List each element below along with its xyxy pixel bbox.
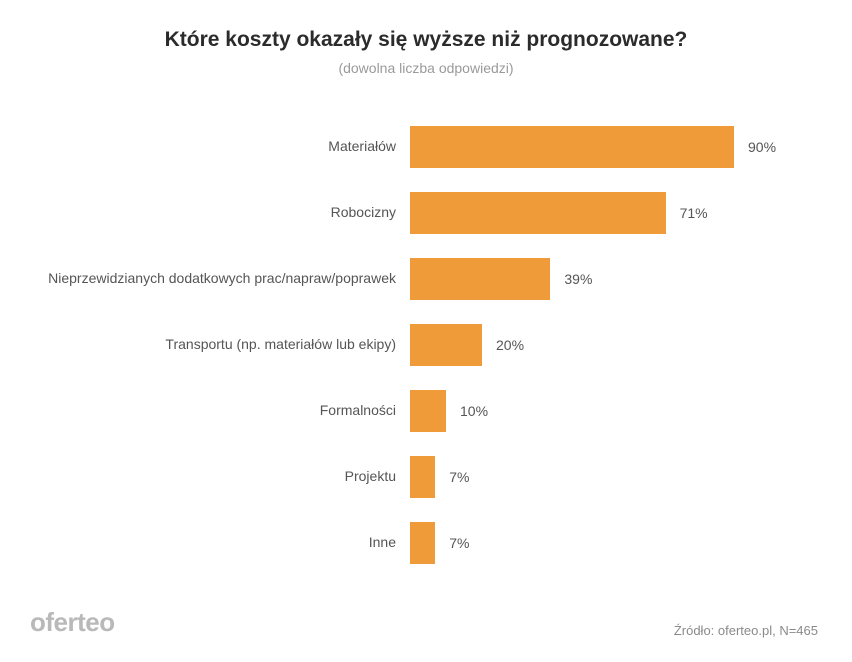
value-label: 20% (496, 337, 524, 353)
bar (410, 258, 550, 300)
value-label: 71% (680, 205, 708, 221)
bar (410, 126, 734, 168)
table-row: Transportu (np. materiałów lub ekipy) 20% (20, 324, 812, 366)
bar-chart: Materiałów 90% Robocizny 71% Nieprzewidziany… (0, 126, 852, 564)
table-row: Materiałów 90% (20, 126, 812, 168)
bar (410, 324, 482, 366)
table-row: Inne 7% (20, 522, 812, 564)
value-label: 39% (564, 271, 592, 287)
value-label: 7% (449, 535, 469, 551)
bar-zone: 10% (410, 390, 812, 432)
category-label: Inne (20, 534, 410, 552)
value-label: 10% (460, 403, 488, 419)
bar-zone: 20% (410, 324, 812, 366)
value-label: 90% (748, 139, 776, 155)
bar (410, 192, 666, 234)
bar-zone: 71% (410, 192, 812, 234)
bar (410, 390, 446, 432)
table-row: Robocizny 71% (20, 192, 812, 234)
bar-zone: 39% (410, 258, 812, 300)
bar (410, 522, 435, 564)
table-row: Formalności 10% (20, 390, 812, 432)
bar-zone: 7% (410, 522, 812, 564)
source-text: Źródło: oferteo.pl, N=465 (674, 623, 818, 638)
bar-zone: 90% (410, 126, 812, 168)
category-label: Formalności (20, 402, 410, 420)
category-label: Robocizny (20, 204, 410, 222)
table-row: Projektu 7% (20, 456, 812, 498)
value-label: 7% (449, 469, 469, 485)
category-label: Nieprzewidzianych dodatkowych prac/napra… (20, 270, 410, 288)
bar-zone: 7% (410, 456, 812, 498)
footer: oferteo Źródło: oferteo.pl, N=465 (0, 607, 852, 638)
logo: oferteo (30, 607, 115, 638)
table-row: Nieprzewidzianych dodatkowych prac/napra… (20, 258, 812, 300)
category-label: Materiałów (20, 138, 410, 156)
chart-title: Które koszty okazały się wyższe niż prog… (0, 0, 852, 52)
bar (410, 456, 435, 498)
chart-subtitle: (dowolna liczba odpowiedzi) (0, 60, 852, 76)
category-label: Projektu (20, 468, 410, 486)
category-label: Transportu (np. materiałów lub ekipy) (20, 336, 410, 354)
